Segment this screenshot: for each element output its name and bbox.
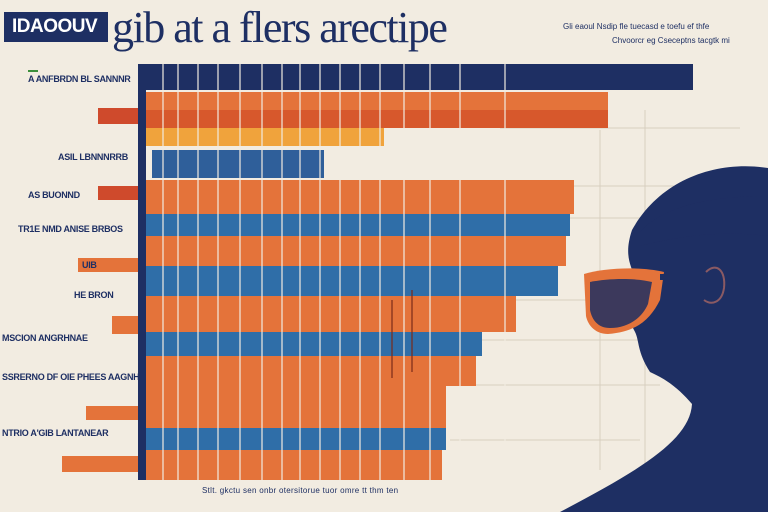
bar bbox=[146, 236, 566, 266]
row-label: UIB bbox=[82, 260, 97, 270]
dark-drips bbox=[391, 290, 413, 378]
row-label: SSRERNO DF OIE PHEES AAGNHE bbox=[2, 372, 146, 382]
chip bbox=[98, 186, 138, 200]
bar bbox=[146, 356, 476, 386]
bar bbox=[146, 332, 482, 356]
bar bbox=[146, 110, 608, 128]
vertical-stripes bbox=[162, 64, 506, 480]
page-title: gib at a flers arectipe bbox=[112, 3, 448, 52]
footer-caption: Stlt. gkctu sen onbr otersitorue tuor om… bbox=[202, 486, 399, 495]
bar bbox=[146, 296, 516, 332]
row-label: MSCION ANGRHNAE bbox=[2, 333, 88, 343]
row-label: NTRIO A'GIB LANTANEAR bbox=[2, 428, 109, 438]
bar bbox=[146, 128, 384, 146]
bar bbox=[146, 266, 558, 296]
chip bbox=[78, 258, 138, 272]
chip bbox=[86, 406, 138, 420]
sunglasses-icon bbox=[584, 268, 700, 334]
label-chips bbox=[62, 108, 138, 472]
bar bbox=[146, 64, 693, 90]
bar bbox=[152, 150, 324, 178]
bar bbox=[146, 428, 446, 450]
header-note-2: Chvoorcr eg Cseceptns tacgtk mi bbox=[612, 36, 730, 45]
row-label: A ANFBRDN BL SANNNR bbox=[28, 70, 131, 84]
brand-badge: IDAOOUV bbox=[4, 12, 108, 42]
bar bbox=[146, 386, 446, 428]
axis-bar bbox=[138, 64, 146, 480]
row-label: AS BUONND bbox=[28, 190, 80, 200]
chip bbox=[62, 456, 138, 472]
row-label: ASIL LBNNNRRB bbox=[58, 152, 128, 162]
header-note-1: Gli eaoul Nsdip fle tuecasd e toefu ef t… bbox=[563, 22, 710, 31]
bar bbox=[146, 214, 570, 236]
person-silhouette-icon bbox=[560, 166, 768, 512]
bar bbox=[146, 450, 442, 480]
row-label: TR1E NMD ANISE BRBOS bbox=[18, 224, 123, 234]
ear-detail bbox=[703, 266, 726, 304]
row-label: HE BRON bbox=[74, 290, 114, 300]
chip bbox=[98, 108, 138, 124]
chip bbox=[112, 316, 138, 334]
